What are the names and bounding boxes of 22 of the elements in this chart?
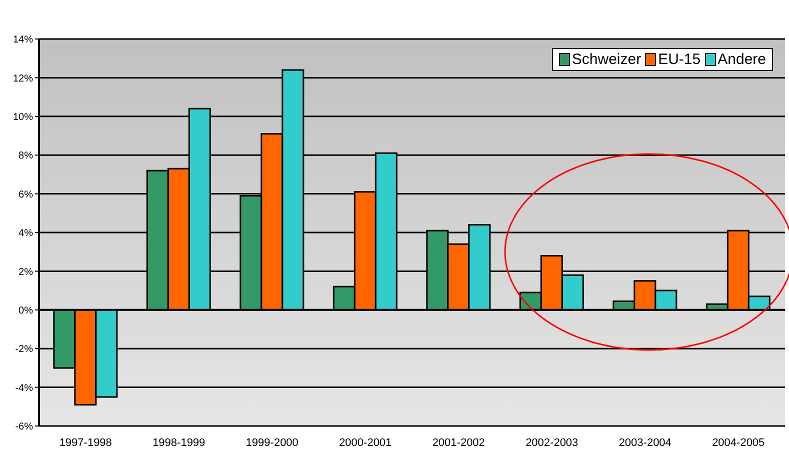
- y-tick-label: -4%: [15, 382, 34, 394]
- y-tick-label: -2%: [15, 344, 34, 356]
- y-tick-label: 8%: [18, 150, 34, 162]
- y-tick-label: 12%: [12, 73, 34, 84]
- x-tick-label: 1999-2000: [246, 437, 298, 449]
- x-tick-label: 1997-1998: [59, 437, 112, 449]
- y-tick-label: 10%: [12, 112, 34, 123]
- legend-label: EU-15: [657, 51, 701, 68]
- x-tick-label: 2000-2001: [339, 437, 392, 449]
- x-tick-label: 2003-2004: [618, 437, 672, 449]
- legend-label: Schweizer: [570, 51, 642, 68]
- y-tick-label: 6%: [18, 189, 34, 200]
- legend-label: Andere: [716, 51, 766, 68]
- y-tick-label: 2%: [18, 266, 34, 278]
- x-tick-label: 2002-2003: [526, 437, 578, 449]
- x-tick-label: 1998-1999: [152, 437, 206, 449]
- y-tick-label: -6%: [15, 422, 34, 433]
- x-tick-label: 2001-2002: [432, 437, 485, 449]
- y-tick-label: 0%: [18, 305, 34, 316]
- y-tick-label: 4%: [18, 228, 34, 240]
- x-tick-label: 2004-2005: [712, 437, 765, 449]
- y-tick-label: 14%: [12, 34, 34, 46]
